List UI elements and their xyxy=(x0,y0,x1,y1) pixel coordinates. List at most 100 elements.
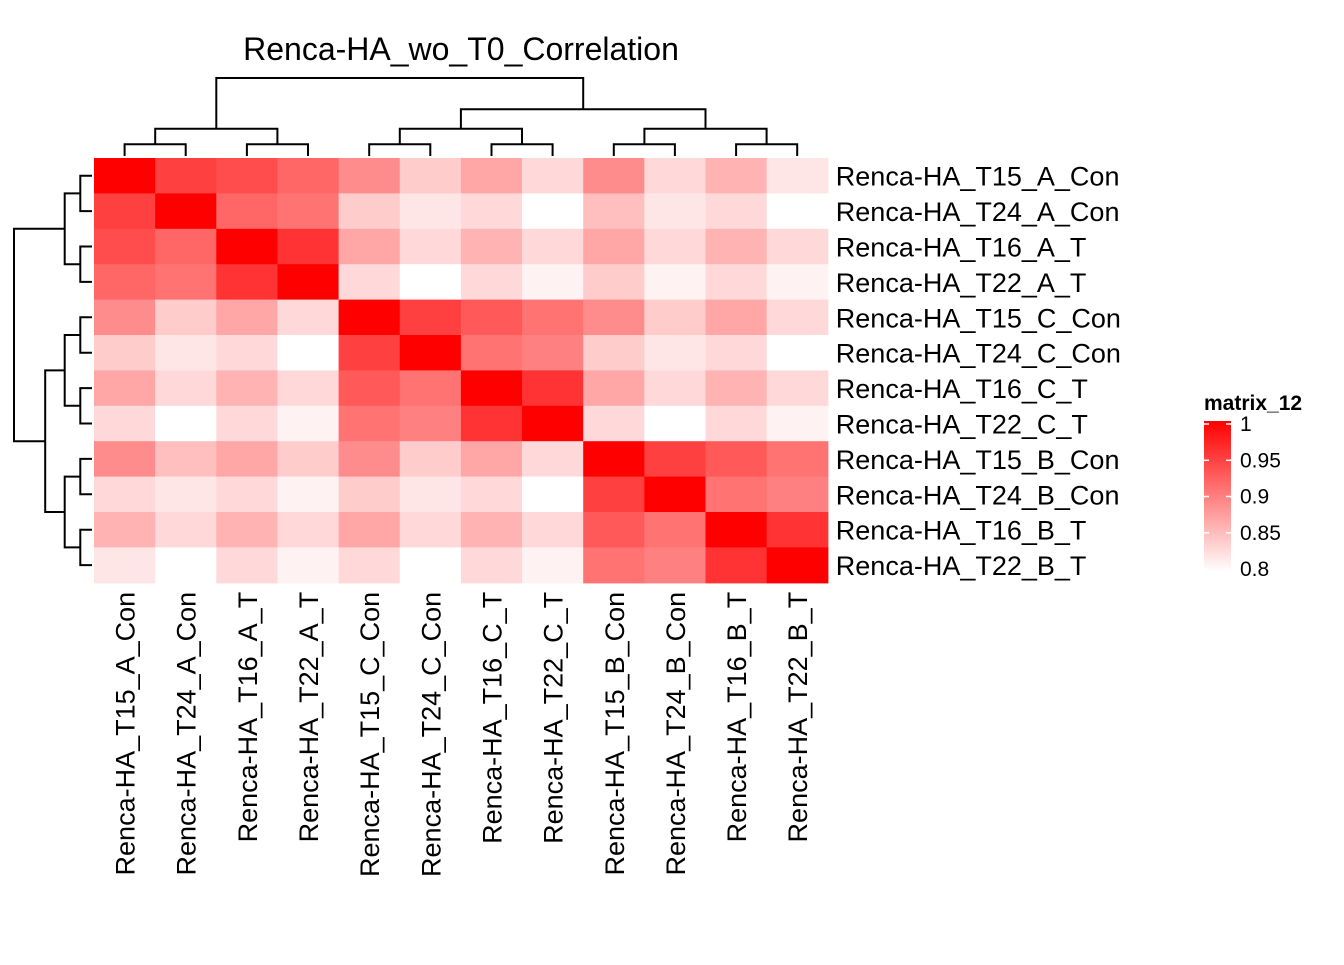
row-dendrogram-branch xyxy=(79,457,92,496)
color-legend: matrix_12 1 0.95 0.9 0.85 0.8 xyxy=(1204,392,1302,581)
heatmap-cell xyxy=(583,370,645,407)
column-dendrogram-branch xyxy=(612,143,676,156)
heatmap-cell xyxy=(522,370,584,407)
heatmap-cell xyxy=(399,193,462,230)
heatmap-cell xyxy=(155,158,217,194)
heatmap-cell xyxy=(155,512,217,548)
heatmap-cell xyxy=(705,370,768,407)
column-dendrogram-branch xyxy=(459,108,707,129)
heatmap-cell xyxy=(277,441,340,478)
heatmap-cell xyxy=(155,264,217,301)
heatmap-cell xyxy=(216,228,279,265)
heatmap-cell xyxy=(766,405,829,442)
heatmap-cell xyxy=(399,512,462,548)
heatmap-cell xyxy=(766,228,829,265)
heatmap-cell xyxy=(644,476,707,513)
row-dendrogram-branch xyxy=(63,334,81,407)
legend-tick-label: 0.9 xyxy=(1240,486,1269,509)
column-label: Renca-HA_T15_C_Con xyxy=(355,592,385,877)
heatmap-cell xyxy=(216,441,279,478)
heatmap-cell xyxy=(644,158,707,194)
heatmap-cell xyxy=(583,547,645,584)
heatmap-cell xyxy=(644,335,707,371)
column-label: Renca-HA_T22_A_T xyxy=(294,592,324,843)
heatmap-cell xyxy=(583,335,645,371)
heatmap-cell xyxy=(522,512,584,548)
heatmap-cell xyxy=(399,299,462,336)
heatmap-cell xyxy=(705,193,768,230)
heatmap-cell xyxy=(216,512,279,548)
column-label: Renca-HA_T24_B_Con xyxy=(661,592,691,876)
heatmap-cell xyxy=(399,547,462,584)
heatmap-cell xyxy=(522,264,584,301)
heatmap-cell xyxy=(460,193,523,230)
heatmap-cell xyxy=(399,228,462,265)
chart-title: Renca-HA_wo_T0_Correlation xyxy=(243,31,679,67)
heatmap-cell xyxy=(522,476,584,513)
heatmap-cell xyxy=(460,228,523,265)
heatmap-cell xyxy=(94,264,156,301)
heatmap-cell xyxy=(460,405,523,442)
heatmap-cell xyxy=(94,370,156,407)
heatmap-cell xyxy=(583,299,645,336)
heatmap-cell xyxy=(460,370,523,407)
heatmap-cell xyxy=(399,476,462,513)
column-dendrogram-branch xyxy=(215,77,585,129)
row-label: Renca-HA_T24_C_Con xyxy=(836,339,1121,369)
heatmap-cell xyxy=(216,264,279,301)
heatmap-cell xyxy=(94,193,156,230)
heatmap-cell xyxy=(705,441,768,478)
heatmap-cells xyxy=(94,158,829,584)
heatmap-cell xyxy=(399,370,462,407)
heatmap-cell xyxy=(766,476,829,513)
heatmap-cell xyxy=(644,228,707,265)
heatmap-cell xyxy=(216,405,279,442)
heatmap-cell xyxy=(277,405,340,442)
heatmap-cell xyxy=(399,158,462,194)
column-label: Renca-HA_T22_C_T xyxy=(539,592,569,844)
heatmap-cell xyxy=(766,335,829,371)
row-dendrogram-branch xyxy=(79,528,92,567)
legend-title: matrix_12 xyxy=(1204,392,1302,415)
heatmap-cell xyxy=(644,441,707,478)
heatmap-cell xyxy=(94,547,156,584)
heatmap-cell xyxy=(522,405,584,442)
heatmap-cell xyxy=(338,335,401,371)
heatmap-cell xyxy=(705,547,768,584)
heatmap-cell xyxy=(338,158,401,194)
heatmap-cell xyxy=(583,405,645,442)
heatmap-cell xyxy=(522,299,584,336)
heatmap-cell xyxy=(216,193,279,230)
heatmap-cell xyxy=(94,512,156,548)
heatmap-cell xyxy=(644,193,707,230)
heatmap-cell xyxy=(705,264,768,301)
heatmap-cell xyxy=(705,405,768,442)
column-label: Renca-HA_T15_B_Con xyxy=(600,592,630,876)
column-label: Renca-HA_T16_A_T xyxy=(233,592,263,843)
heatmap-cell xyxy=(216,158,279,194)
column-dendrogram-branch xyxy=(154,127,279,145)
heatmap-cell xyxy=(705,512,768,548)
heatmap-cell xyxy=(155,299,217,336)
heatmap-cell xyxy=(277,264,340,301)
heatmap-cell xyxy=(766,441,829,478)
column-dendrogram-branch xyxy=(735,143,799,156)
heatmap-cell xyxy=(522,193,584,230)
legend-tick-label: 0.95 xyxy=(1240,449,1281,472)
column-dendrogram-branch xyxy=(643,127,768,145)
heatmap-cell xyxy=(583,476,645,513)
heatmap-cell xyxy=(460,264,523,301)
column-dendrogram-branch xyxy=(123,143,187,156)
column-label: Renca-HA_T24_C_Con xyxy=(416,592,446,877)
heatmap-cell xyxy=(522,158,584,194)
column-dendrogram-branch xyxy=(245,143,309,156)
heatmap-cell xyxy=(338,405,401,442)
heatmap-cell xyxy=(460,476,523,513)
heatmap-cell xyxy=(766,370,829,407)
legend-tick-label: 1 xyxy=(1240,413,1252,436)
heatmap-cell xyxy=(705,158,768,194)
heatmap-cell xyxy=(338,228,401,265)
row-dendrogram-branch xyxy=(44,369,65,513)
row-dendrogram-branch xyxy=(63,192,81,266)
